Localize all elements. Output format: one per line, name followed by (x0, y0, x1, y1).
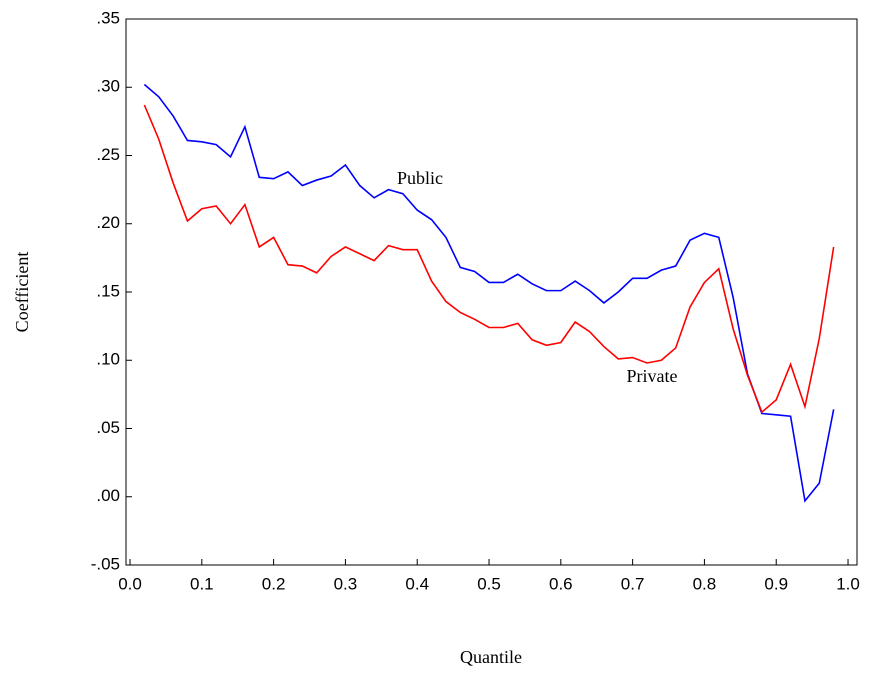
x-tick-label: 0.0 (118, 574, 142, 593)
x-tick-label: 0.2 (262, 574, 286, 593)
x-tick-label: 1.0 (836, 574, 860, 593)
y-tick-label: .15 (96, 281, 120, 300)
y-tick-label: .00 (96, 486, 120, 505)
y-axis-label: Coefficient (12, 252, 32, 333)
x-tick-label: 0.8 (693, 574, 717, 593)
x-tick-label: 0.5 (477, 574, 501, 593)
series-line (143, 104, 835, 414)
x-tick-label: 0.9 (764, 574, 788, 593)
y-tick-label: .20 (96, 213, 120, 232)
y-tick-label: .25 (96, 145, 120, 164)
series-label: Public (397, 168, 443, 188)
x-axis-label: Quantile (460, 647, 522, 667)
y-tick-label: .10 (96, 350, 120, 369)
series-line (143, 83, 835, 503)
x-tick-label: 0.1 (190, 574, 214, 593)
x-tick-label: 0.6 (549, 574, 573, 593)
x-tick-label: 0.4 (405, 574, 429, 593)
y-tick-label: .05 (96, 418, 120, 437)
x-tick-label: 0.3 (334, 574, 358, 593)
y-tick-label: .35 (96, 8, 120, 27)
x-tick-label: 0.7 (621, 574, 645, 593)
plot-frame (125, 18, 858, 566)
y-tick-label: -.05 (91, 554, 120, 573)
y-tick-label: .30 (96, 77, 120, 96)
series-label: Private (627, 366, 678, 386)
